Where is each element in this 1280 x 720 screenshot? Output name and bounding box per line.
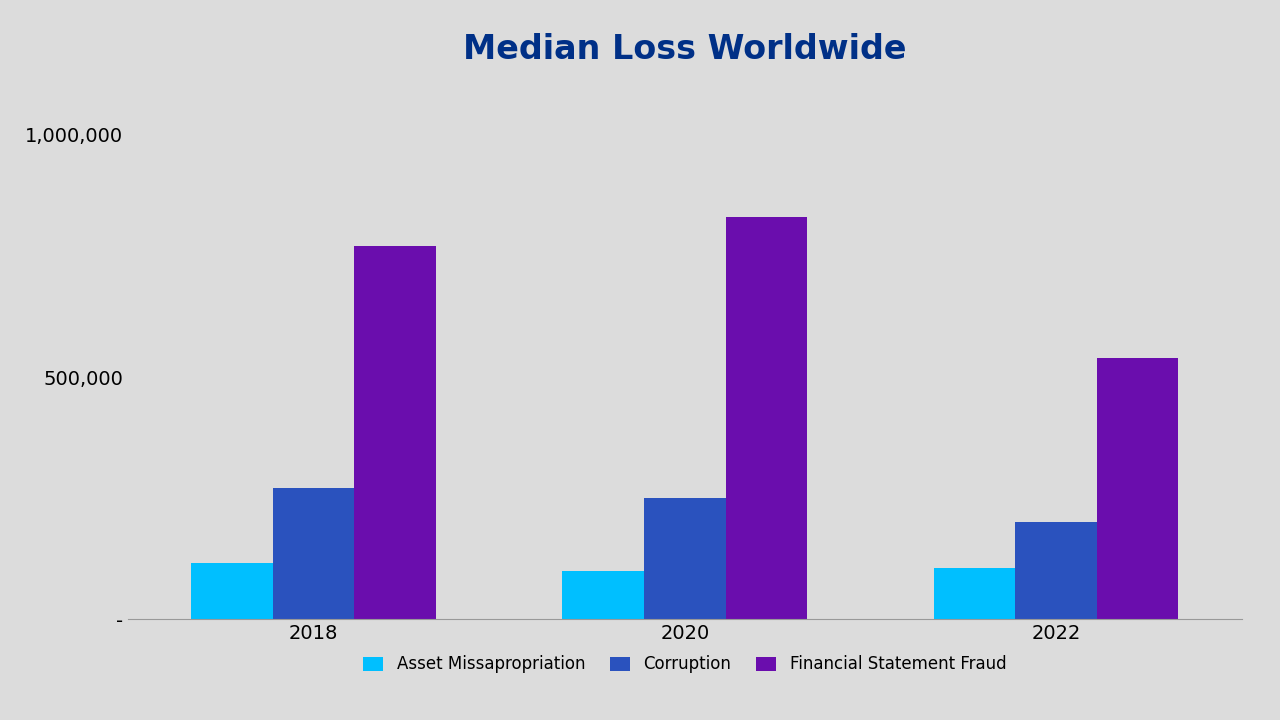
Bar bbox=[273, 488, 355, 619]
Bar bbox=[355, 246, 436, 619]
Bar bbox=[562, 571, 644, 619]
Legend: Asset Missapropriation, Corruption, Financial Statement Fraud: Asset Missapropriation, Corruption, Fina… bbox=[357, 649, 1012, 680]
Bar bbox=[933, 568, 1015, 619]
Title: Median Loss Worldwide: Median Loss Worldwide bbox=[463, 32, 906, 66]
Bar bbox=[644, 498, 726, 619]
Bar bbox=[726, 217, 808, 619]
Bar bbox=[1015, 522, 1097, 619]
Bar bbox=[1097, 358, 1179, 619]
Bar bbox=[191, 564, 273, 619]
